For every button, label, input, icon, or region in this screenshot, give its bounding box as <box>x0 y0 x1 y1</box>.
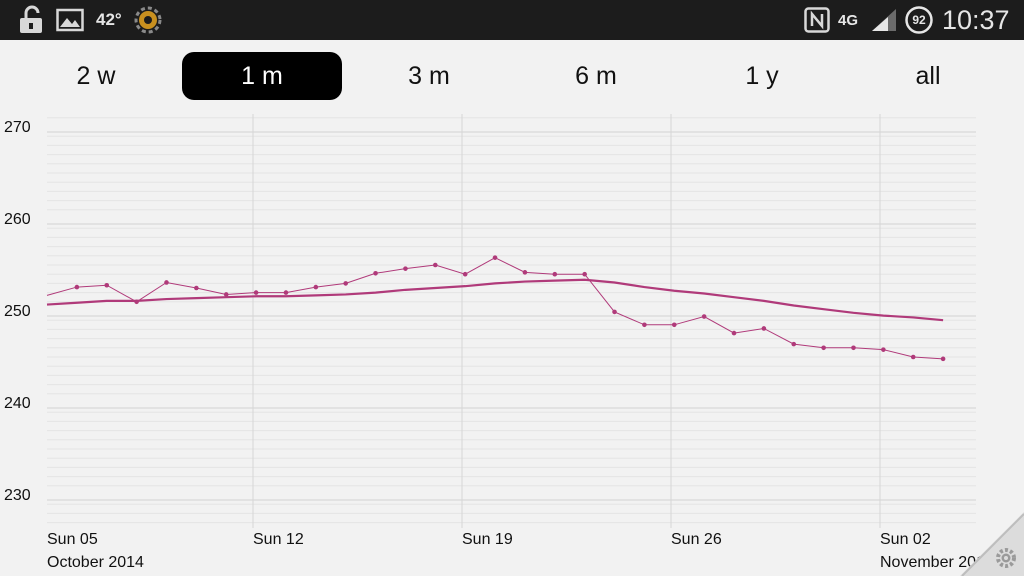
daily-weight-point <box>552 271 558 277</box>
range-tabs: 2 w 1 m 3 m 6 m 1 y all <box>0 40 1024 116</box>
x-tick-label: Sun 05 <box>47 531 98 548</box>
y-tick-label: 250 <box>4 303 31 320</box>
daily-weight-point <box>433 262 438 268</box>
signal-icon <box>870 0 898 40</box>
daily-weight-point <box>791 341 797 347</box>
month-label: October 2014 <box>47 554 144 571</box>
daily-weight-point <box>761 326 767 331</box>
tab-1m[interactable]: 1 m <box>182 52 342 100</box>
x-tick-label: Sun 19 <box>462 531 513 548</box>
daily-weight-point <box>671 322 677 328</box>
x-tick-label: Sun 26 <box>671 531 722 548</box>
month-label: November 2014 <box>880 554 994 571</box>
y-tick-label: 260 <box>4 211 31 228</box>
trend-line <box>46 278 944 322</box>
daily-weight-point <box>851 345 856 351</box>
daily-weight-point <box>642 322 647 328</box>
daily-weight-point <box>74 284 80 290</box>
daily-weight-point <box>164 280 169 285</box>
unlock-icon <box>16 0 46 40</box>
tab-2w[interactable]: 2 w <box>76 61 116 90</box>
daily-weight-point <box>104 282 110 288</box>
tab-1y[interactable]: 1 y <box>745 61 779 90</box>
nfc-icon <box>804 0 830 40</box>
daily-weight-point <box>821 345 826 351</box>
daily-weight-point <box>134 299 139 305</box>
daily-weight-point <box>881 347 886 352</box>
battery-icon <box>904 0 934 40</box>
y-tick-label: 230 <box>4 487 31 504</box>
settings-gear-icon[interactable] <box>996 548 1016 568</box>
temperature-text: 42° <box>96 10 122 29</box>
x-tick-label: Sun 02 <box>880 531 931 548</box>
y-tick-label: 240 <box>4 395 31 412</box>
clock-text: 10:37 <box>942 4 1010 35</box>
daily-weight-point <box>313 284 319 290</box>
x-tick-label: Sun 12 <box>253 531 304 548</box>
daily-weight-point <box>910 354 916 360</box>
daily-weight-point <box>582 271 587 277</box>
daily-weight-point <box>373 270 378 276</box>
daily-weight-point <box>492 255 498 260</box>
daily-weight-point <box>522 270 528 275</box>
tasker-icon <box>134 0 162 40</box>
battery-level-text: 92 <box>912 13 926 27</box>
daily-weight-point <box>403 266 408 271</box>
daily-weight-point <box>612 309 617 315</box>
tab-3m[interactable]: 3 m <box>408 61 450 90</box>
image-icon <box>56 0 84 40</box>
daily-weight-point <box>283 290 289 295</box>
daily-weight-point <box>343 281 349 286</box>
tab-6m[interactable]: 6 m <box>575 61 617 90</box>
page-curl-corner[interactable] <box>960 512 1024 576</box>
daily-weight-point <box>223 292 229 297</box>
daily-weight-point <box>253 290 259 295</box>
daily-weight-point <box>731 330 737 336</box>
status-bar: 42° 4G 92 10:37 <box>0 0 1024 40</box>
network-type-text: 4G <box>838 11 859 29</box>
daily-weight-point <box>194 285 199 291</box>
y-tick-label: 270 <box>4 119 31 136</box>
daily-weight-point <box>701 314 707 319</box>
daily-weight-point <box>940 356 946 362</box>
tab-all[interactable]: all <box>915 61 941 90</box>
daily-weight-point <box>462 271 468 277</box>
